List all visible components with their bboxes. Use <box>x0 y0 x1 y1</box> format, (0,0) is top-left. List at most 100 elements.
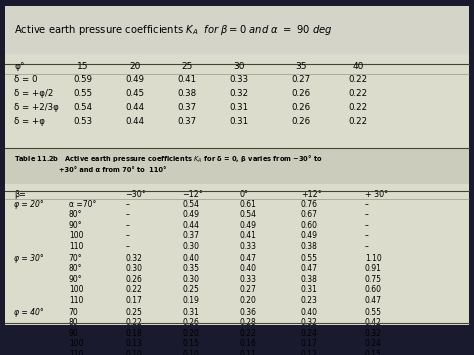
Text: Table 11.2b   Active earth pressure coefficients $K_A$ for δ = 0, β varies from : Table 11.2b Active earth pressure coeffi… <box>14 154 323 165</box>
Text: 0°: 0° <box>239 190 248 199</box>
Text: 0.22: 0.22 <box>126 285 142 294</box>
Text: −30°: −30° <box>126 190 146 199</box>
Text: 0.60: 0.60 <box>301 221 318 230</box>
Text: 0.15: 0.15 <box>365 350 382 355</box>
Text: 0.41: 0.41 <box>178 76 197 84</box>
Text: 0.40: 0.40 <box>301 307 318 317</box>
Text: –: – <box>365 200 369 209</box>
Text: 90°: 90° <box>69 275 82 284</box>
Text: 0.28: 0.28 <box>239 318 256 327</box>
Text: +12°: +12° <box>301 190 322 199</box>
Text: –: – <box>365 231 369 240</box>
Text: 0.76: 0.76 <box>301 200 318 209</box>
Text: 0.23: 0.23 <box>301 296 318 305</box>
Text: 0.12: 0.12 <box>301 350 318 355</box>
Text: –: – <box>126 221 129 230</box>
Text: 0.44: 0.44 <box>126 103 145 112</box>
Text: 0.10: 0.10 <box>182 350 200 355</box>
Text: 0.22: 0.22 <box>348 89 367 98</box>
Text: 0.53: 0.53 <box>73 117 92 126</box>
Text: –: – <box>126 211 129 219</box>
Text: 0.20: 0.20 <box>182 329 200 338</box>
Text: 0.49: 0.49 <box>301 231 318 240</box>
Text: 0.49: 0.49 <box>126 76 145 84</box>
Text: 0.75: 0.75 <box>365 275 382 284</box>
Text: 0.38: 0.38 <box>301 275 318 284</box>
Text: 0.32: 0.32 <box>365 329 382 338</box>
Text: 0.49: 0.49 <box>239 221 256 230</box>
Text: 110: 110 <box>69 296 83 305</box>
Text: δ = 0: δ = 0 <box>14 76 38 84</box>
Text: 0.61: 0.61 <box>239 200 256 209</box>
Text: 0.54: 0.54 <box>182 200 200 209</box>
Text: Active earth pressure coefficients $K_A$  $\mathit{for\ \beta=0\ and\ \alpha\ =\: Active earth pressure coefficients $K_A$… <box>14 23 333 37</box>
Text: 0.31: 0.31 <box>230 103 249 112</box>
Text: 0.32: 0.32 <box>230 89 249 98</box>
Text: 0.26: 0.26 <box>292 117 310 126</box>
Text: 80°: 80° <box>69 264 82 273</box>
Text: 100: 100 <box>69 231 83 240</box>
Text: 0.32: 0.32 <box>301 318 318 327</box>
Text: 0.31: 0.31 <box>230 117 249 126</box>
Text: 0.40: 0.40 <box>182 254 200 263</box>
Text: 0.22: 0.22 <box>348 76 367 84</box>
Text: 0.26: 0.26 <box>126 275 143 284</box>
Text: –: – <box>126 242 129 251</box>
Text: 0.25: 0.25 <box>126 307 143 317</box>
Text: 0.18: 0.18 <box>126 329 142 338</box>
Text: –: – <box>365 211 369 219</box>
Text: 0.32: 0.32 <box>126 254 143 263</box>
Text: –: – <box>126 200 129 209</box>
Text: 0.54: 0.54 <box>239 211 256 219</box>
Text: 0.37: 0.37 <box>178 117 197 126</box>
Text: 0.11: 0.11 <box>239 350 256 355</box>
Text: 0.33: 0.33 <box>239 275 256 284</box>
Text: 0.44: 0.44 <box>126 117 145 126</box>
Text: 0.36: 0.36 <box>239 307 256 317</box>
Text: δ = +φ/2: δ = +φ/2 <box>14 89 54 98</box>
Text: 0.19: 0.19 <box>182 296 200 305</box>
Text: 70°: 70° <box>69 254 82 263</box>
Text: β=: β= <box>14 190 26 199</box>
Text: 0.26: 0.26 <box>292 89 310 98</box>
Text: 100: 100 <box>69 339 83 348</box>
Text: 0.55: 0.55 <box>365 307 382 317</box>
Text: 0.26: 0.26 <box>182 318 200 327</box>
Text: φ = 30°: φ = 30° <box>14 254 44 263</box>
Text: 0.20: 0.20 <box>239 296 256 305</box>
Text: 0.31: 0.31 <box>182 307 200 317</box>
Text: 0.38: 0.38 <box>178 89 197 98</box>
Text: 0.42: 0.42 <box>365 318 382 327</box>
Text: 0.22: 0.22 <box>348 103 367 112</box>
Text: 0.13: 0.13 <box>126 339 143 348</box>
Text: 0.31: 0.31 <box>301 285 318 294</box>
Text: 0.35: 0.35 <box>182 264 200 273</box>
Text: 0.30: 0.30 <box>182 242 200 251</box>
Text: 15: 15 <box>77 62 89 71</box>
Text: 0.27: 0.27 <box>239 285 256 294</box>
Text: 0.45: 0.45 <box>126 89 145 98</box>
Text: 0.25: 0.25 <box>182 285 200 294</box>
Text: 110: 110 <box>69 350 83 355</box>
Text: 70: 70 <box>69 307 79 317</box>
Text: 0.41: 0.41 <box>239 231 256 240</box>
Text: 0.15: 0.15 <box>182 339 200 348</box>
Text: –: – <box>365 221 369 230</box>
Text: 0.54: 0.54 <box>73 103 92 112</box>
Text: 0.91: 0.91 <box>365 264 382 273</box>
Text: 0.24: 0.24 <box>365 339 382 348</box>
Text: 0.49: 0.49 <box>182 211 200 219</box>
Text: 0.22: 0.22 <box>239 329 256 338</box>
Text: 0.26: 0.26 <box>292 103 310 112</box>
Text: 0.47: 0.47 <box>301 264 318 273</box>
Text: 0.38: 0.38 <box>301 242 318 251</box>
Text: 90: 90 <box>69 329 79 338</box>
Text: 0.47: 0.47 <box>239 254 256 263</box>
FancyBboxPatch shape <box>5 149 469 184</box>
Text: 90°: 90° <box>69 221 82 230</box>
Text: 0.44: 0.44 <box>182 221 200 230</box>
Text: 0.37: 0.37 <box>178 103 197 112</box>
Text: 110: 110 <box>69 242 83 251</box>
Text: 0.22: 0.22 <box>348 117 367 126</box>
Text: 0.17: 0.17 <box>301 339 318 348</box>
